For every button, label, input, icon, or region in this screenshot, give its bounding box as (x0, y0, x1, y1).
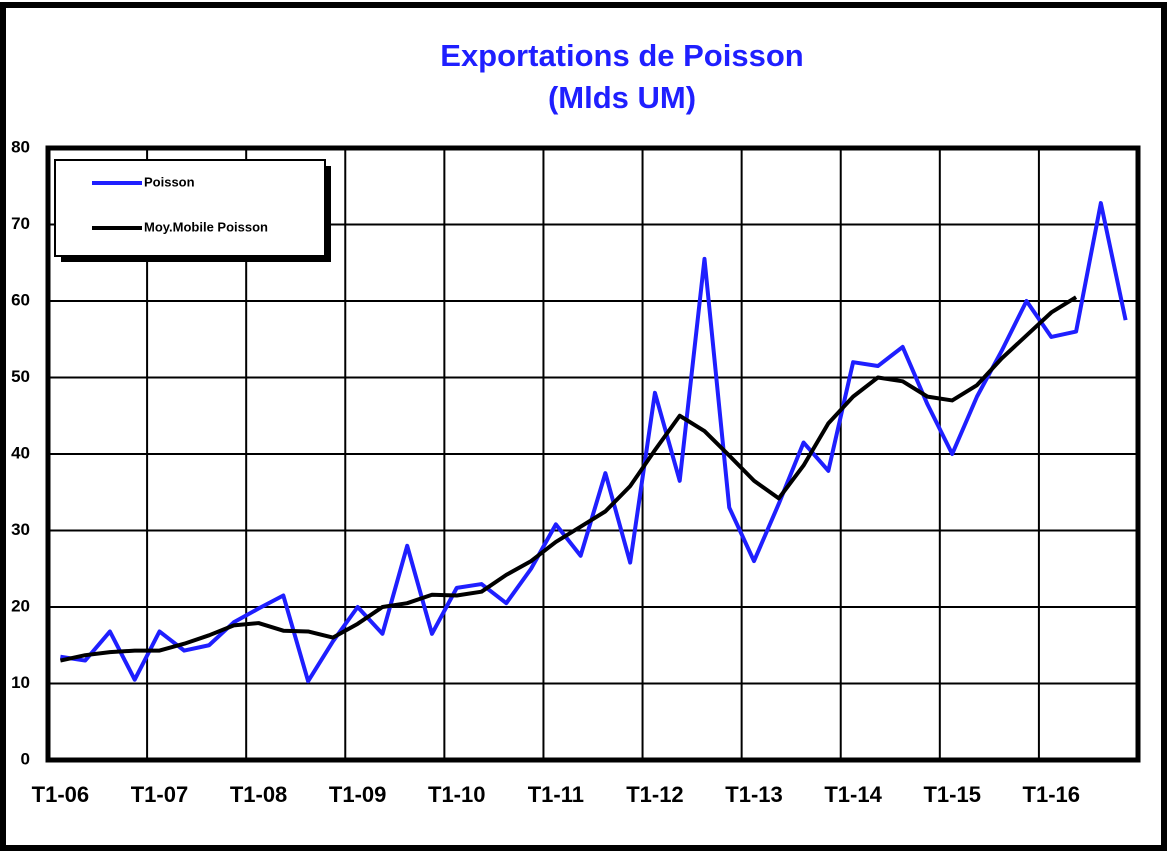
y-tick-label: 80 (11, 137, 30, 156)
legend-box (54, 159, 326, 257)
x-tick-label: T1-08 (230, 782, 287, 807)
x-tick-label: T1-15 (923, 782, 980, 807)
legend-label: Poisson (144, 174, 195, 189)
y-tick-label: 0 (21, 749, 30, 768)
legend-label: Moy.Mobile Poisson (144, 219, 268, 234)
x-tick-label: T1-12 (626, 782, 683, 807)
plot-border (45, 145, 1141, 763)
y-tick-label: 20 (11, 596, 30, 615)
y-tick-label: 50 (11, 367, 30, 386)
chart-subtitle: (Mlds UM) (548, 80, 696, 115)
x-tick-label: T1-14 (824, 782, 882, 807)
x-tick-label: T1-07 (131, 782, 188, 807)
x-tick-label: T1-11 (528, 782, 584, 807)
y-tick-label: 60 (11, 290, 30, 309)
data-line (60, 201, 1128, 684)
chart-title: Exportations de Poisson (440, 38, 803, 73)
x-tick-label: T1-16 (1023, 782, 1080, 807)
data-line (59, 295, 1078, 663)
y-tick-label: 70 (11, 214, 30, 233)
y-tick-label: 30 (11, 520, 30, 539)
y-tick-label: 40 (11, 443, 30, 462)
x-tick-label: T1-10 (428, 782, 485, 807)
x-tick-label: T1-09 (329, 782, 386, 807)
x-tick-label: T1-13 (725, 782, 782, 807)
x-tick-label: T1-06 (32, 782, 89, 807)
y-tick-label: 10 (11, 673, 30, 692)
